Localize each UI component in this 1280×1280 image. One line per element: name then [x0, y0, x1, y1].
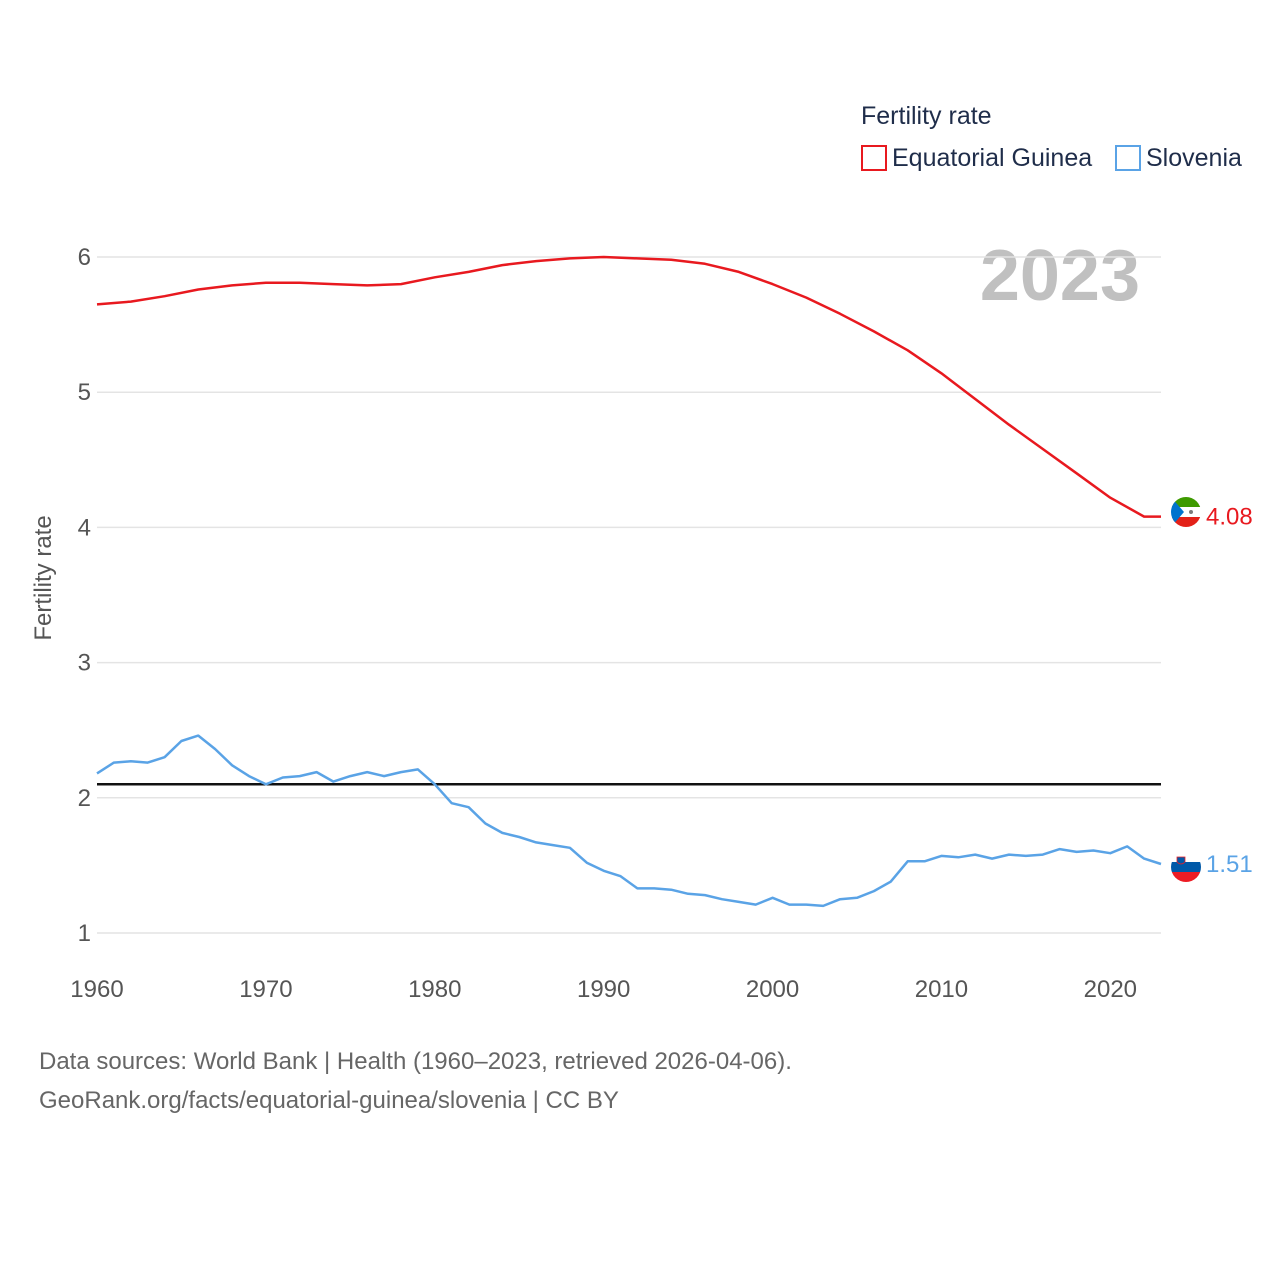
legend-swatch-slovenia	[1115, 145, 1141, 171]
y-tick-label: 4	[78, 514, 91, 541]
x-tick-label: 2020	[1084, 976, 1137, 1003]
legend-swatch-equatorial-guinea	[861, 145, 887, 171]
legend-label-equatorial-guinea: Equatorial Guinea	[892, 144, 1092, 172]
series-lines	[96, 255, 1162, 908]
x-tick-label: 1990	[577, 976, 630, 1003]
end-value-label-equatorial-guinea: 4.08	[1206, 504, 1253, 531]
gridlines	[97, 256, 1161, 934]
x-tick-label: 1960	[70, 976, 123, 1003]
slovenia-flag-icon	[1171, 852, 1201, 882]
end-value-label-slovenia: 1.51	[1206, 851, 1253, 878]
y-axis-label: Fertility rate	[30, 515, 57, 640]
y-tick-label: 2	[78, 785, 91, 812]
y-tick-label: 6	[78, 244, 91, 271]
year-watermark: 2023	[980, 236, 1140, 316]
legend-title: Fertility rate	[861, 102, 992, 130]
equatorial-guinea-flag-icon	[1171, 497, 1201, 527]
legend-item-slovenia[interactable]: Slovenia	[1115, 144, 1242, 172]
x-tick-label: 1980	[408, 976, 461, 1003]
source-line-1: Data sources: World Bank | Health (1960–…	[39, 1048, 792, 1075]
source-link[interactable]: GeoRank.org/facts/equatorial-guinea/slov…	[39, 1087, 619, 1114]
x-tick-label: 2010	[915, 976, 968, 1003]
legend-item-equatorial-guinea[interactable]: Equatorial Guinea	[861, 144, 1092, 172]
end-markers: 4.08 1.51	[1206, 504, 1253, 878]
x-tick-label: 2000	[746, 976, 799, 1003]
legend-label-slovenia: Slovenia	[1146, 144, 1242, 172]
y-tick-label: 1	[78, 920, 91, 947]
y-tick-label: 3	[78, 650, 91, 677]
y-tick-label: 5	[78, 379, 91, 406]
legend: Fertility rate Equatorial Guinea Sloveni…	[861, 102, 1242, 172]
y-axis-ticks: 1 2 3 4 5 6	[78, 244, 91, 947]
x-tick-label: 1970	[239, 976, 292, 1003]
series-line-slovenia[interactable]	[96, 734, 1162, 908]
series-line-equatorial-guinea[interactable]	[96, 255, 1161, 518]
x-axis-ticks: 1960 1970 1980 1990 2000 2010 2020	[70, 976, 1137, 1003]
